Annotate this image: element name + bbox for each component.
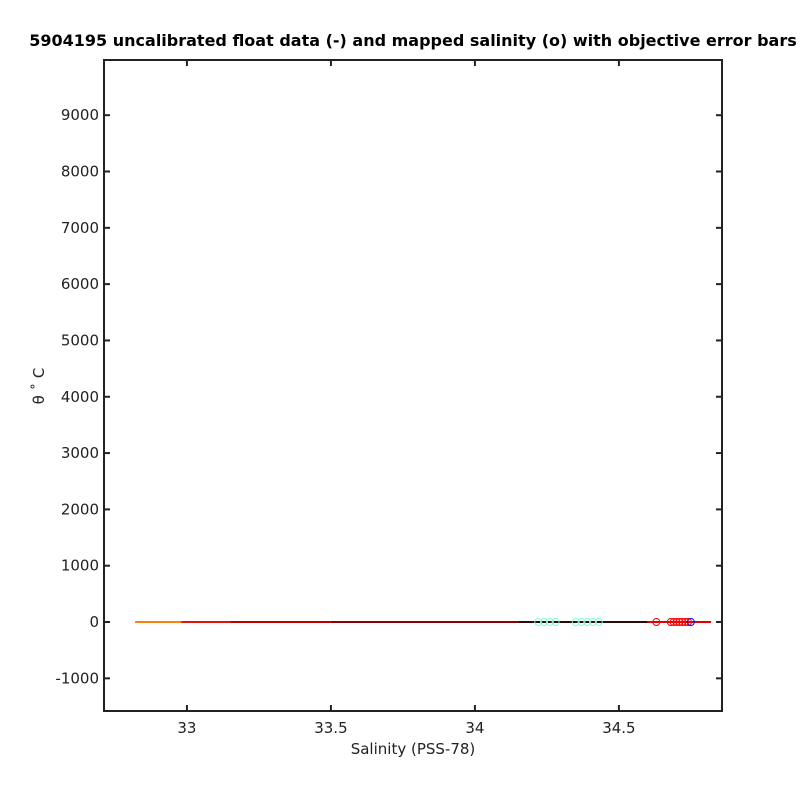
y-tick-label: 4000 (61, 388, 99, 406)
chart-title: 5904195 uncalibrated float data (-) and … (29, 31, 797, 50)
x-tick-label: 34.5 (602, 719, 635, 737)
y-tick-label: 5000 (61, 331, 99, 349)
y-tick-label: 0 (89, 613, 99, 631)
mapped-salinity-point (675, 618, 684, 627)
mapped-salinity-point (666, 618, 675, 627)
mapped-salinity-point (588, 618, 597, 627)
mapped-salinity-point (577, 618, 586, 627)
x-axis-label: Salinity (PSS-78) (351, 740, 476, 758)
mapped-salinity-point (669, 618, 678, 627)
y-tick-label: -1000 (55, 669, 99, 687)
x-tick-label: 34 (465, 719, 484, 737)
mapped-salinity-point (571, 618, 580, 627)
y-tick-label: 9000 (61, 106, 99, 124)
x-tick-label: 33.5 (314, 719, 347, 737)
mapped-salinity-point (583, 618, 592, 627)
mapped-salinity-point (534, 618, 543, 627)
x-tick-label: 33 (177, 719, 196, 737)
mapped-salinity-point (551, 618, 560, 627)
mapped-salinity-point (594, 618, 603, 627)
mapped-salinity-point (652, 618, 661, 627)
y-tick-label: 8000 (61, 163, 99, 181)
plot-frame (103, 59, 723, 712)
y-tick-label: 3000 (61, 444, 99, 462)
mapped-salinity-point (540, 618, 549, 627)
y-tick-label: 7000 (61, 219, 99, 237)
mapped-salinity-point (678, 618, 687, 627)
y-tick-label: 6000 (61, 275, 99, 293)
y-tick-label: 1000 (61, 557, 99, 575)
mapped-salinity-point (672, 618, 681, 627)
mapped-salinity-point (681, 618, 690, 627)
mapped-salinity-point (686, 618, 695, 627)
y-axis-label: θ ˚ C (30, 368, 48, 405)
mapped-salinity-point (684, 618, 693, 627)
mapped-salinity-point (545, 618, 554, 627)
y-tick-label: 2000 (61, 500, 99, 518)
